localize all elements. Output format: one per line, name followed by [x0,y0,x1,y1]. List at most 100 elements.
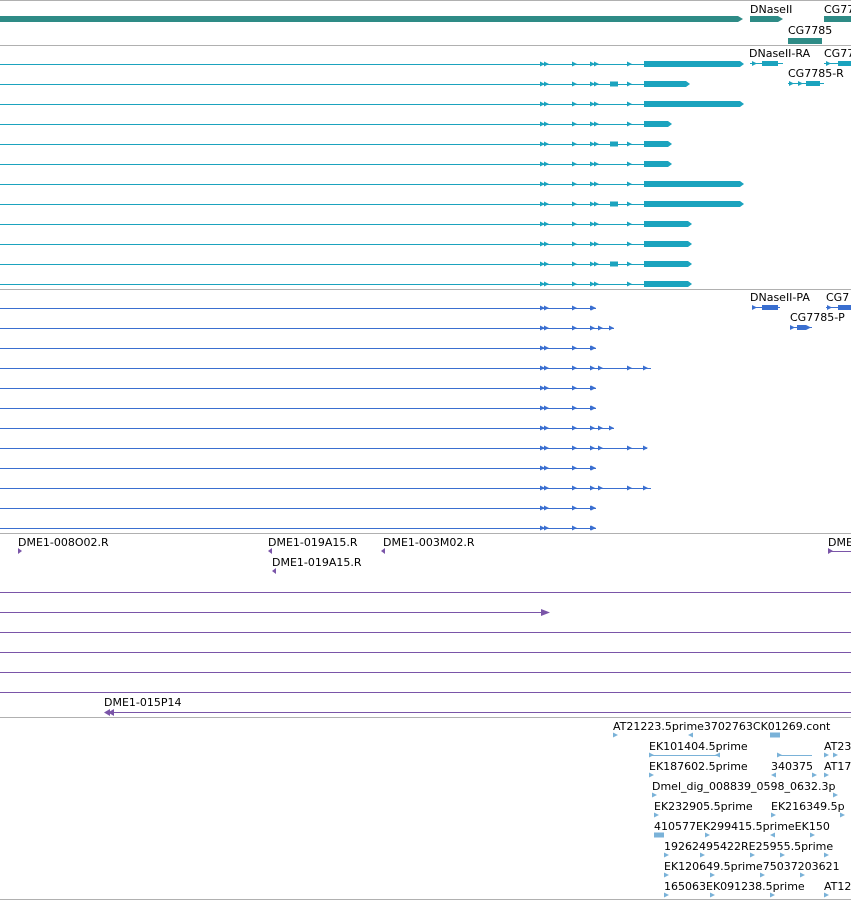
est-feature[interactable] [664,872,669,878]
gene-label-cg7785: CG7785 [788,24,832,37]
est-feature[interactable] [800,872,805,878]
est-feature[interactable] [771,812,776,818]
cds-row[interactable] [0,525,596,531]
mrna-row[interactable] [0,161,672,167]
cds-row[interactable] [0,345,596,351]
mrna-exon-arrow [590,121,595,127]
est-feature[interactable] [649,772,654,778]
mrna-exon-arrow [572,241,577,247]
est-feature[interactable] [771,772,776,778]
mrna-utr-block[interactable] [644,81,686,87]
est-feature[interactable] [812,772,817,778]
mrna-row[interactable] [0,141,672,147]
mrna-utr-block[interactable] [644,201,740,207]
mrna-row[interactable] [0,121,672,127]
clone-feature-008o02[interactable] [18,548,22,554]
mrna-utr-block[interactable] [644,241,688,247]
est-feature[interactable] [833,792,838,798]
est-feature[interactable] [688,732,693,738]
mrna-row[interactable] [0,241,692,247]
est-feature[interactable] [705,832,710,838]
mrna-label-cg7785-r: CG7785-R [788,67,844,80]
est-feature[interactable] [700,852,705,858]
cds-row[interactable] [0,445,648,451]
est-feature[interactable] [613,732,618,738]
clone-feature-003m02[interactable] [381,548,385,554]
cds-row[interactable] [0,425,614,431]
cds-row[interactable] [0,405,596,411]
cds-row[interactable] [0,305,596,311]
cds-feature-cg7[interactable] [838,305,851,310]
mrna-utr-block[interactable] [644,221,688,227]
cds-row[interactable] [0,325,614,331]
clone-feature-019a15-a[interactable] [268,548,272,554]
est-feature[interactable] [652,792,657,798]
mrna-utr-block[interactable] [644,281,688,287]
est-track[interactable]: AT21223.5prime3702763CK01269.cont EK1014… [613,720,851,898]
mrna-exon-arrow [544,181,549,187]
mrna-utr-block[interactable] [644,101,740,107]
cds-exon-arrow [540,425,545,431]
cds-feature-dnaseii-pa[interactable] [762,305,778,310]
gene-track[interactable]: DNaseII CG77 CG7785 [0,3,851,44]
mrna-row[interactable] [0,181,744,187]
est-feature[interactable] [824,752,829,758]
cds-row[interactable] [0,485,651,491]
est-feature[interactable] [770,892,775,898]
gene-feature-cg77[interactable] [824,16,851,22]
cds-row[interactable] [0,385,596,391]
mrna-utr-block[interactable] [644,261,688,267]
est-feature[interactable] [770,832,775,838]
gene-feature-cg7785[interactable] [788,38,822,44]
cds-row[interactable] [0,365,651,371]
mrna-row[interactable] [0,221,692,227]
est-feature[interactable] [824,892,829,898]
mrna-track[interactable]: DNaseII-RA CG77 CG7785-R [0,47,851,287]
est-feature[interactable] [840,812,845,818]
cds-row[interactable] [0,465,596,471]
mrna-feature-cg7785-r-arrow2 [798,81,803,86]
est-feature[interactable] [770,732,780,738]
mrna-row[interactable] [0,201,744,207]
clone-feature-dme[interactable] [828,548,833,554]
gene-feature-dnaseii[interactable] [750,16,778,22]
gene-feature-long[interactable] [0,16,738,22]
mrna-end-arrow [740,181,744,187]
mrna-row[interactable] [0,101,744,107]
mrna-utr-block[interactable] [644,61,740,67]
clone-track[interactable]: DME1-008O02.R DME1-019A15.R DME1-003M02.… [0,536,851,716]
est-feature[interactable] [710,892,715,898]
mrna-utr-block[interactable] [644,141,668,147]
est-feature[interactable] [664,892,669,898]
mrna-row[interactable] [0,61,744,67]
cds-exon-arrow [590,325,595,331]
est-feature[interactable] [824,852,829,858]
est-feature[interactable] [810,832,815,838]
est-feature[interactable] [750,852,755,858]
cds-track[interactable]: DNaseII-PA CG7 CG7785-P [0,291,851,531]
mrna-row[interactable] [0,281,692,287]
est-feature[interactable] [833,752,838,758]
mrna-end-arrow [688,261,692,267]
cds-row[interactable] [0,505,596,511]
est-feature[interactable] [664,852,669,858]
mrna-utr-block[interactable] [644,161,668,167]
gene-label-cg77: CG77 [824,3,851,16]
cds-exon-arrow [572,345,577,351]
mrna-row[interactable] [0,261,692,267]
est-feature[interactable] [710,872,715,878]
mrna-utr-block[interactable] [644,121,668,127]
mrna-feature-cg7785-r[interactable] [806,81,820,86]
cds-feature-cg7785-p[interactable] [797,325,806,330]
est-feature[interactable] [824,772,829,778]
est-feature[interactable] [760,872,765,878]
est-feature[interactable] [780,852,785,858]
mrna-row[interactable] [0,81,690,87]
mrna-utr-block[interactable] [644,181,740,187]
mrna-exon-arrow [594,121,599,127]
est-feature[interactable] [654,832,664,838]
est-feature[interactable] [654,812,659,818]
clone-feature-019a15-b[interactable] [272,568,276,574]
cds-exon-arrow [544,465,549,471]
